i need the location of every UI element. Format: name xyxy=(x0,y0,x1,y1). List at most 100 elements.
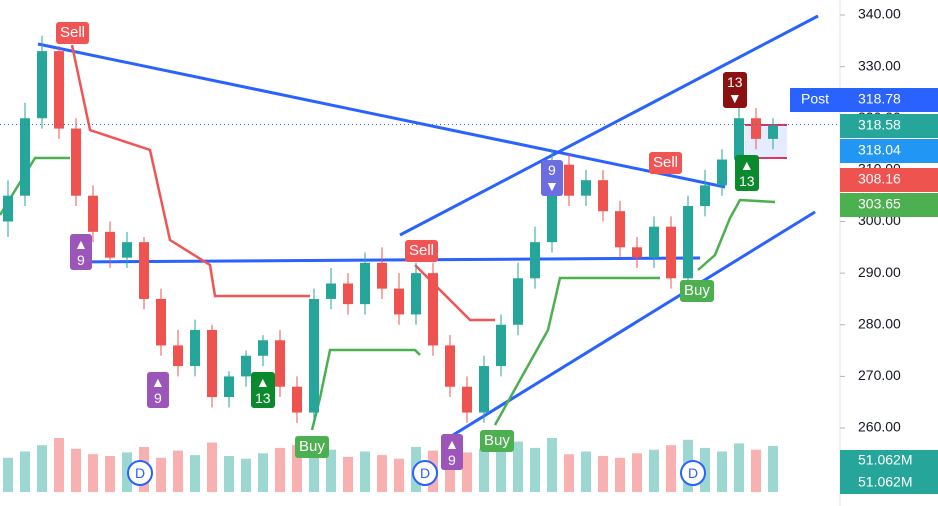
buy-signal: Buy xyxy=(480,430,514,452)
volume-bar xyxy=(54,438,64,492)
volume-bar xyxy=(241,458,251,492)
volume-bar xyxy=(394,458,404,492)
candle-body xyxy=(445,345,455,387)
y-tick-label: 290.00 xyxy=(858,264,901,280)
candle-body xyxy=(241,355,251,377)
candle-body xyxy=(394,288,404,315)
candle-body xyxy=(666,226,676,279)
candle-body xyxy=(632,247,642,258)
dividend-marker[interactable]: D xyxy=(680,460,706,486)
volume-bar xyxy=(88,454,98,492)
y-tick-label: 270.00 xyxy=(858,367,901,383)
candle-body xyxy=(717,159,727,186)
volume-bar xyxy=(734,443,744,492)
buy-signal: Buy xyxy=(295,436,329,458)
candle-body xyxy=(768,125,778,139)
volume-bar xyxy=(598,456,608,492)
sell-signal: Sell xyxy=(405,240,439,262)
price-label: 318.78 xyxy=(858,91,901,107)
volume-bar xyxy=(20,451,30,492)
volume-bar xyxy=(479,448,489,492)
price-label-box xyxy=(840,139,938,163)
candle-body xyxy=(700,185,710,207)
volume-bar xyxy=(547,438,557,492)
price-label: 318.58 xyxy=(858,117,901,133)
supertrend-down xyxy=(70,44,310,298)
price-label: 318.04 xyxy=(858,142,901,158)
candle-body xyxy=(88,195,98,232)
count-badge: ▲ 13 xyxy=(735,155,759,191)
volume-bar xyxy=(207,442,217,492)
candle-body xyxy=(734,118,744,160)
supertrend-up xyxy=(697,198,776,271)
price-label-box xyxy=(840,88,938,112)
y-tick-label: 260.00 xyxy=(858,419,901,435)
price-label: 308.16 xyxy=(858,171,901,187)
dividend-marker[interactable]: D xyxy=(127,460,153,486)
volume-bar xyxy=(3,457,13,492)
volume-label-box xyxy=(840,472,938,494)
volume-label: 51.062M xyxy=(858,474,912,490)
candle-body xyxy=(360,262,370,305)
candle-body xyxy=(207,329,217,398)
candle-body xyxy=(496,324,506,367)
volume-bar xyxy=(581,451,591,492)
supertrend-up xyxy=(310,348,421,431)
candle-body xyxy=(513,278,523,325)
volume-bar xyxy=(105,456,115,492)
count-badge: ▲ 9 xyxy=(441,434,463,470)
volume-bar xyxy=(615,457,625,492)
candle-body xyxy=(224,376,234,398)
count-badge: ▲ 13 xyxy=(251,372,275,408)
volume-bar xyxy=(768,446,778,492)
count-badge: 13 ▼ xyxy=(723,72,747,108)
candle-body xyxy=(309,298,319,413)
volume-bar xyxy=(632,453,642,492)
y-tick-label: 340.00 xyxy=(858,6,901,22)
candle-body xyxy=(258,340,268,356)
candle-body xyxy=(122,242,132,258)
supertrend-down xyxy=(414,264,495,322)
candle-body xyxy=(547,164,557,243)
candle-body xyxy=(275,340,285,387)
candle-body xyxy=(139,242,149,299)
candle-body xyxy=(462,386,472,413)
volume-bar xyxy=(37,445,47,492)
post-label: Post xyxy=(801,91,829,107)
volume-bar xyxy=(173,450,183,492)
candle-body xyxy=(564,164,574,196)
candle-body xyxy=(479,366,489,413)
post-box xyxy=(790,88,840,112)
candle-body xyxy=(20,118,30,196)
sell-signal: Sell xyxy=(56,22,90,44)
volume-bar xyxy=(190,455,200,492)
dividend-marker[interactable]: D xyxy=(412,460,438,486)
volume-bar xyxy=(224,456,234,492)
trendline xyxy=(37,42,726,189)
candle-body xyxy=(37,51,47,119)
volume-bar xyxy=(326,449,336,492)
volume-label: 51.062M xyxy=(858,452,912,468)
count-badge: ▲ 9 xyxy=(147,372,169,408)
volume-bar xyxy=(275,447,285,492)
volume-bar xyxy=(666,445,676,492)
volume-bar xyxy=(156,457,166,492)
volume-bar xyxy=(343,456,353,492)
count-badge: 9 ▼ xyxy=(541,160,563,196)
volume-bar xyxy=(377,455,387,492)
candle-body xyxy=(105,231,115,258)
volume-bar xyxy=(717,451,727,492)
volume-bar xyxy=(462,452,472,492)
buy-signal: Buy xyxy=(680,280,714,302)
price-label-box xyxy=(840,168,938,192)
trendline xyxy=(69,256,701,264)
volume-bar xyxy=(71,448,81,492)
volume-bar xyxy=(258,453,268,492)
candle-body xyxy=(598,180,608,212)
candle-body xyxy=(751,118,761,139)
volume-bar xyxy=(530,447,540,492)
candle-body xyxy=(615,211,625,248)
candle-body xyxy=(71,128,81,196)
